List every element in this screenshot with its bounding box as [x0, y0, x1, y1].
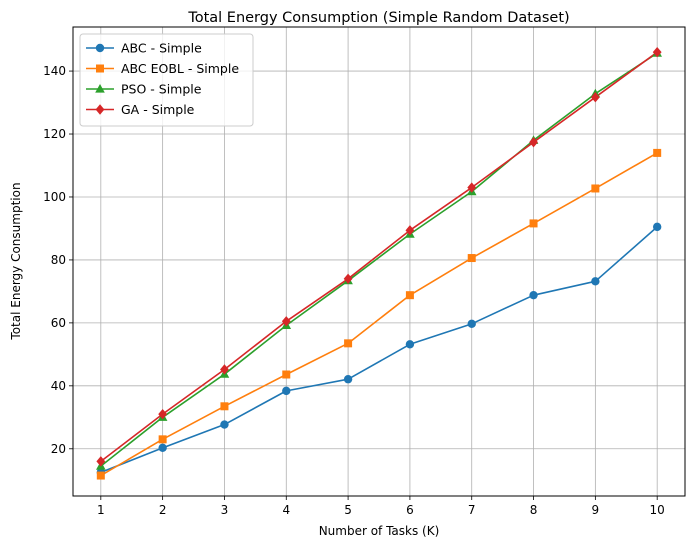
series-line-pso-simple	[100, 52, 658, 467]
legend-entry: ABC EOBL - Simple	[86, 61, 239, 76]
legend-label: ABC - Simple	[121, 41, 202, 56]
x-tick-label: 6	[406, 503, 414, 517]
y-axis-label: Total Energy Consumption	[9, 182, 23, 340]
x-axis: 1 2 3 4 5 6 7 8 9 10	[97, 496, 665, 517]
data-point	[343, 273, 353, 285]
x-tick-label: 1	[97, 503, 105, 517]
data-point	[282, 386, 291, 396]
y-tick-label: 120	[43, 127, 66, 141]
data-point	[343, 375, 353, 384]
series-line-ga-simple	[100, 51, 658, 463]
data-point	[652, 222, 662, 232]
series-markers-abc-eobl-simple	[96, 148, 662, 480]
data-point	[96, 471, 105, 480]
legend-box	[79, 33, 254, 127]
legend-label: PSO - Simple	[121, 82, 202, 97]
series-markers-ga-simple	[96, 46, 662, 467]
data-point	[158, 435, 167, 444]
data-point	[467, 254, 476, 263]
data-point	[467, 182, 477, 193]
x-tick-label: 10	[650, 503, 665, 517]
y-tick-label: 100	[43, 190, 66, 204]
data-point	[591, 277, 600, 286]
data-point	[220, 364, 229, 375]
data-point	[405, 340, 415, 349]
x-axis-label: Number of Tasks (K)	[319, 524, 440, 538]
legend-entry: ABC - Simple	[86, 41, 202, 56]
grid	[73, 27, 685, 496]
series-markers	[96, 46, 662, 480]
x-tick-label: 7	[468, 503, 476, 517]
y-tick-label: 20	[51, 442, 66, 456]
data-point	[591, 184, 600, 193]
legend-label: GA - Simple	[121, 102, 195, 117]
x-tick-label: 3	[221, 503, 229, 517]
data-point	[158, 408, 168, 420]
y-tick-label: 80	[51, 253, 66, 267]
series-lines	[100, 51, 658, 477]
series-line-abc-eobl-simple	[100, 152, 658, 477]
legend-entry: PSO - Simple	[86, 82, 202, 97]
data-point	[344, 339, 353, 348]
data-point	[96, 456, 106, 467]
chart-title: Total Energy Consumption (Simple Random …	[187, 10, 569, 26]
legend-marker	[95, 84, 105, 93]
y-tick-label: 40	[51, 379, 66, 393]
y-axis: 20 40 60 80 100 120 140	[43, 64, 73, 456]
legend-marker	[95, 43, 105, 53]
data-point	[405, 225, 415, 236]
y-tick-label: 60	[51, 316, 66, 330]
data-point	[220, 420, 229, 429]
x-tick-label: 9	[592, 503, 600, 517]
data-point	[529, 137, 538, 148]
data-point	[653, 148, 662, 157]
data-point	[529, 219, 538, 228]
data-point	[282, 370, 291, 379]
data-point	[158, 443, 167, 453]
legend-entry: GA - Simple	[86, 102, 195, 117]
legend-label: ABC EOBL - Simple	[121, 61, 239, 76]
x-tick-label: 2	[159, 503, 167, 517]
x-tick-label: 8	[530, 503, 538, 517]
y-tick-label: 140	[43, 64, 66, 78]
data-point	[467, 319, 476, 329]
x-tick-label: 4	[282, 503, 290, 517]
x-tick-label: 5	[344, 503, 352, 517]
series-markers-abc-simple	[96, 222, 662, 477]
data-point	[281, 316, 291, 327]
data-point	[652, 46, 662, 58]
series-line-abc-simple	[100, 226, 658, 474]
legend: ABC - Simple ABC EOBL - Simple PSO - Simpl…	[79, 33, 254, 127]
plot-frame	[72, 26, 686, 497]
data-point	[590, 91, 600, 103]
data-point	[405, 291, 414, 300]
legend-marker	[95, 104, 105, 115]
data-point	[529, 290, 538, 300]
legend-marker	[96, 64, 104, 73]
data-point	[220, 402, 229, 411]
